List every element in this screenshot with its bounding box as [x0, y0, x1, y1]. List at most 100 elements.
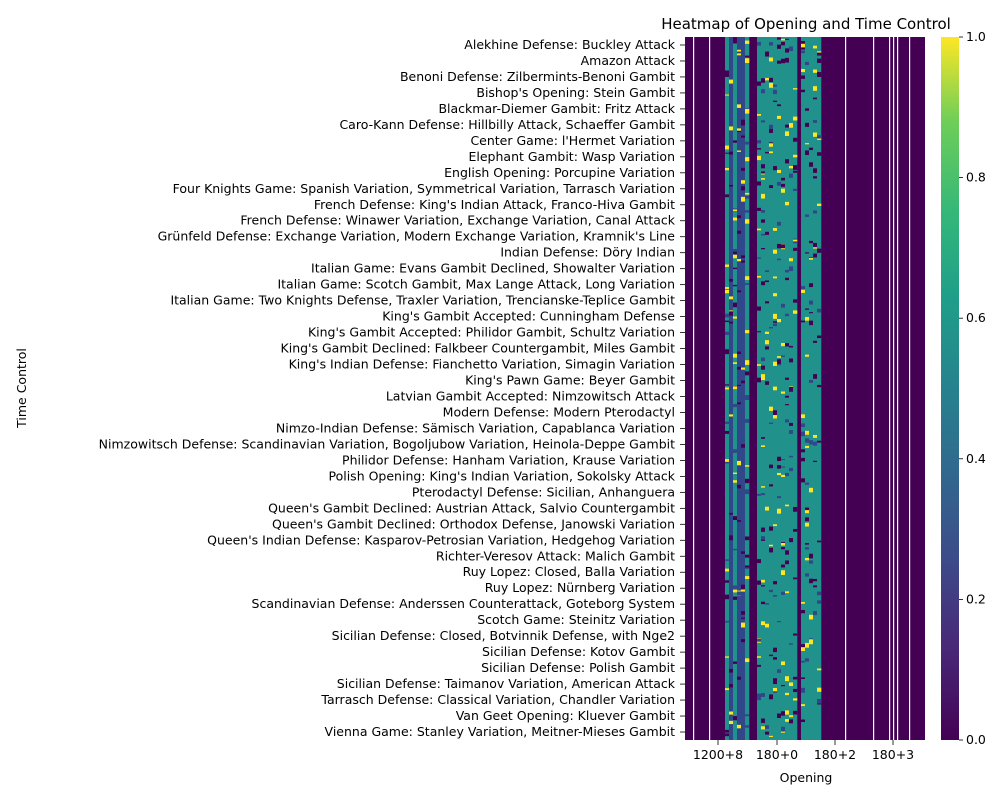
heatmap-cell [893, 37, 895, 740]
heatmap-cell [769, 547, 774, 553]
heatmap-cell [789, 719, 794, 724]
heatmap-cell [777, 181, 782, 186]
heatmap-cell [773, 410, 778, 416]
heatmap-cell [741, 589, 746, 592]
heatmap-cell [745, 58, 750, 64]
heatmap-cell [737, 376, 742, 378]
heatmap-cell [745, 330, 750, 334]
heatmap-cell [761, 585, 766, 587]
heatmap-cell [769, 735, 774, 737]
heatmap-cell [773, 657, 778, 660]
heatmap-cell [805, 37, 810, 740]
heatmap-cell [781, 547, 786, 550]
heatmap-cell [801, 50, 806, 54]
heatmap-cell [761, 493, 766, 496]
heatmap-cell [801, 68, 806, 73]
heatmap-cell [801, 43, 806, 48]
heatmap-cell [737, 279, 742, 284]
heatmap-cell [801, 287, 806, 293]
heatmap-cell [785, 313, 790, 317]
heatmap-cell [733, 472, 738, 474]
heatmap-cell [809, 560, 814, 564]
heatmap-cell [725, 688, 730, 691]
heatmap-cell [809, 283, 814, 288]
heatmap-cell [817, 600, 822, 604]
heatmap-cell [741, 622, 746, 628]
heatmap-cell [745, 40, 750, 44]
heatmap-cell [769, 77, 774, 82]
heatmap-cell [785, 504, 790, 507]
heatmap-cell [785, 404, 790, 406]
heatmap-cell [793, 633, 798, 636]
heatmap-cell [757, 377, 762, 383]
heatmap-cell [777, 37, 782, 40]
heatmap-cell [761, 527, 766, 532]
heatmap-cell [785, 676, 790, 682]
heatmap-cell [793, 688, 798, 693]
heatmap-cell [737, 49, 742, 52]
x-tick-label: 180+2 [814, 747, 856, 762]
heatmap-cell [789, 123, 794, 128]
y-tick-label: Italian Game: Scotch Gambit, Max Lange A… [277, 277, 675, 292]
heatmap-cell [733, 37, 738, 41]
heatmap-cell [789, 455, 794, 458]
heatmap-cell [733, 316, 738, 319]
heatmap-cell [785, 48, 790, 53]
heatmap-cell [781, 244, 786, 249]
heatmap-cell [773, 361, 778, 366]
y-tick-label: Elephant Gambit: Wasp Variation [469, 149, 676, 164]
heatmap-cell [809, 614, 814, 620]
heatmap-cell [757, 41, 762, 46]
heatmap-cell [733, 302, 738, 308]
heatmap-cell [785, 277, 790, 281]
heatmap-cell [773, 276, 778, 279]
heatmap-cell [909, 37, 911, 740]
heatmap-cell [745, 195, 750, 199]
heatmap-cell [757, 364, 762, 366]
heatmap-cell [725, 264, 730, 267]
heatmap-cell [725, 72, 730, 77]
heatmap-cell [769, 484, 774, 487]
heatmap-cell [769, 694, 774, 700]
heatmap-cell [757, 155, 762, 161]
heatmap-cell [765, 731, 770, 735]
y-tick-label: Queen's Gambit Declined: Austrian Attack… [268, 500, 675, 515]
heatmap-cell [757, 331, 762, 333]
heatmap-cell [785, 419, 790, 423]
heatmap-cell [793, 170, 798, 173]
heatmap-cell [873, 37, 875, 740]
heatmap-cell [817, 591, 822, 596]
heatmap-cell [765, 231, 770, 235]
heatmap-cell [789, 715, 794, 718]
heatmap-cell [777, 37, 782, 740]
heatmap-cell [757, 257, 762, 259]
heatmap-cell [785, 591, 790, 594]
heatmap-cell [733, 248, 738, 252]
heatmap-cell [761, 193, 766, 199]
heatmap-cell [757, 207, 762, 211]
heatmap-cell [781, 711, 786, 716]
heatmap-cell [725, 421, 730, 424]
heatmap-cell [765, 340, 770, 345]
heatmap-cell [813, 253, 818, 258]
heatmap-cell [757, 81, 762, 86]
heatmap-cell [725, 656, 730, 658]
heatmap-cell [789, 682, 794, 687]
heatmap-cell [761, 437, 766, 439]
heatmap-cell [785, 395, 790, 398]
heatmap-cell [773, 321, 778, 323]
heatmap-cell [765, 270, 770, 273]
heatmap-cell [737, 460, 742, 466]
heatmap-cell [737, 676, 742, 680]
heatmap-cell [773, 89, 778, 95]
heatmap-cell [805, 445, 810, 449]
heatmap-cell [785, 159, 790, 164]
heatmap-cell [761, 248, 766, 250]
y-tick-label: Sicilian Defense: Polish Gambit [481, 660, 675, 675]
heatmap-cell [765, 37, 770, 740]
heatmap-cell [781, 565, 786, 568]
heatmap-cell [761, 726, 766, 730]
heatmap-cell [733, 449, 738, 453]
heatmap-cell [729, 311, 734, 316]
heatmap-cell [737, 724, 742, 729]
